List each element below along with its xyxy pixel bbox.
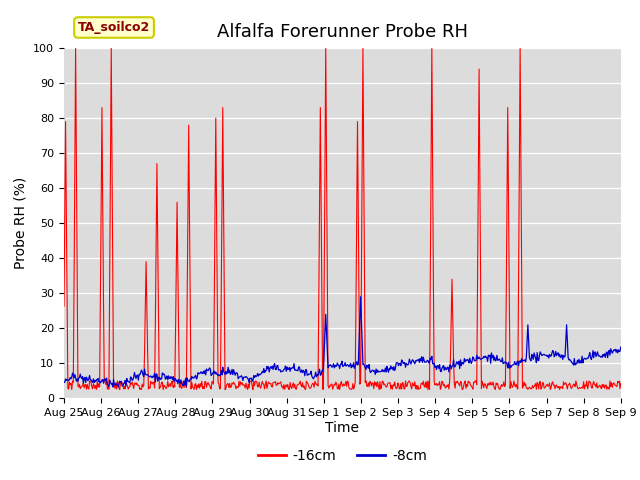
-16cm (221, 387, 229, 393)
-16cm (428, 45, 436, 51)
-16cm (70, 279, 78, 285)
-16cm (128, 379, 136, 385)
X-axis label: Time: Time (325, 421, 360, 435)
-8cm (428, 353, 436, 359)
-16cm (185, 122, 193, 128)
-8cm (412, 358, 419, 363)
-8cm (356, 294, 364, 300)
Line: -16cm: -16cm (64, 48, 621, 390)
-16cm (214, 380, 222, 386)
Legend: -16cm, -8cm: -16cm, -8cm (252, 444, 433, 468)
-8cm (128, 377, 136, 383)
Y-axis label: Probe RH (%): Probe RH (%) (13, 177, 28, 269)
-8cm (617, 344, 625, 350)
-8cm (60, 380, 68, 385)
Title: Alfalfa Forerunner Probe RH: Alfalfa Forerunner Probe RH (217, 23, 468, 41)
-8cm (115, 384, 122, 390)
-8cm (214, 373, 222, 379)
-16cm (617, 380, 625, 386)
-16cm (412, 386, 419, 392)
Line: -8cm: -8cm (64, 297, 621, 387)
-8cm (185, 378, 193, 384)
Text: TA_soilco2: TA_soilco2 (78, 21, 150, 34)
-16cm (60, 303, 68, 309)
-16cm (72, 45, 79, 51)
-8cm (70, 375, 78, 381)
